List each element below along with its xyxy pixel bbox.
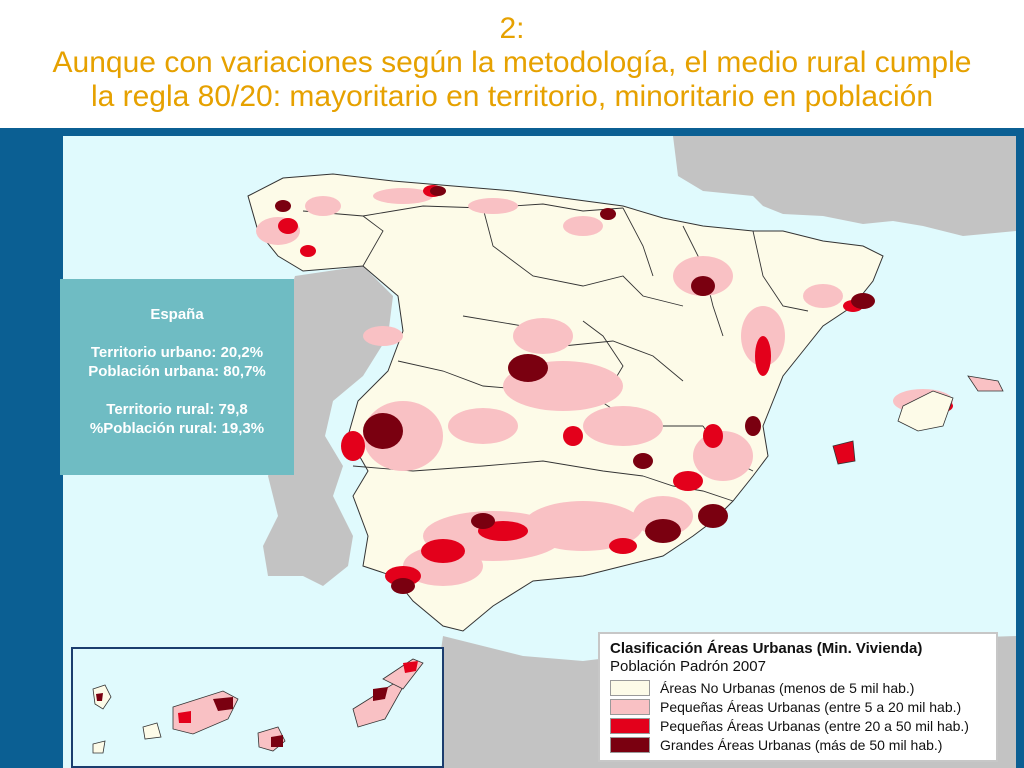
- canary-islands-inset: [71, 647, 444, 768]
- legend-item: Grandes Áreas Urbanas (más de 50 mil hab…: [610, 735, 986, 754]
- small-urban-areas: [256, 188, 953, 586]
- large-urban-areas: [275, 186, 875, 594]
- france-land: [673, 136, 1016, 236]
- rural-territory-stat: Territorio rural: 79,8: [106, 401, 248, 418]
- legend-subtitle: Población Padrón 2007: [610, 658, 766, 675]
- legend-label: Grandes Áreas Urbanas (más de 50 mil hab…: [660, 736, 943, 753]
- legend-swatch: [610, 717, 650, 734]
- frame-left-bar: [0, 128, 63, 768]
- legend-swatch: [610, 698, 650, 715]
- legend-item: Pequeñas Áreas Urbanas (entre 20 a 50 mi…: [610, 716, 986, 735]
- canary-islands-map: [92, 658, 424, 754]
- slide-number: 2:: [499, 12, 525, 45]
- legend-item: Pequeñas Áreas Urbanas (entre 5 a 20 mil…: [610, 697, 986, 716]
- summary-heading: España: [150, 306, 204, 323]
- portugal-land: [263, 266, 393, 586]
- balearic-islands: [832, 375, 1004, 465]
- spain-summary-box: España Territorio urbano: 20,2% Població…: [60, 279, 294, 475]
- legend-label: Pequeñas Áreas Urbanas (entre 20 a 50 mi…: [660, 717, 969, 734]
- legend-swatch: [610, 679, 650, 696]
- legend-title: Clasificación Áreas Urbanas (Min. Vivien…: [610, 640, 923, 657]
- legend-label: Pequeñas Áreas Urbanas (entre 5 a 20 mil…: [660, 698, 962, 715]
- legend-swatch: [610, 736, 650, 753]
- legend-label: Áreas No Urbanas (menos de 5 mil hab.): [660, 679, 915, 696]
- title-line-1: Aunque con variaciones según la metodolo…: [52, 46, 972, 79]
- frame-right-bar: [1016, 128, 1024, 768]
- urban-territory-stat: Territorio urbano: 20,2%: [90, 344, 264, 361]
- map-legend: Clasificación Áreas Urbanas (Min. Vivien…: [598, 632, 998, 762]
- rural-population-stat: %Población rural: 19,3%: [89, 420, 265, 437]
- urban-population-stat: Población urbana: 80,7%: [88, 363, 266, 380]
- slide-title: 2: Aunque con variaciones según la metod…: [0, 0, 1024, 128]
- title-line-2: la regla 80/20: mayoritario en territori…: [90, 80, 934, 113]
- legend-item: Áreas No Urbanas (menos de 5 mil hab.): [610, 678, 986, 697]
- frame-top-strip: [0, 128, 1024, 136]
